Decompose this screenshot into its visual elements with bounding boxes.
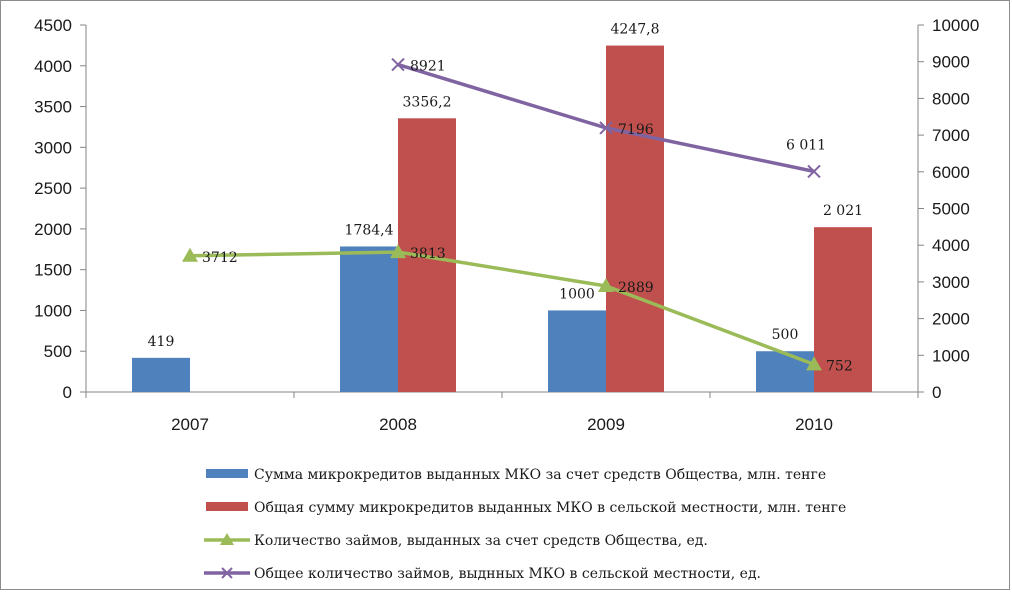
y-right-tick-label: 2000 (932, 310, 970, 329)
marker-triangle (806, 356, 822, 371)
x-tick-label: 2010 (795, 415, 833, 434)
line-series3 (189, 250, 815, 367)
data-label-series3: 2889 (618, 280, 654, 296)
data-label-series1: 1000 (559, 286, 595, 302)
bar-series1 (340, 246, 398, 392)
y-right-tick-label: 3000 (932, 273, 970, 292)
bar-series2 (606, 45, 664, 393)
y-right-tick-label: 4000 (932, 236, 970, 255)
x-tick-label: 2009 (587, 415, 625, 434)
y-right-tick-label: 8000 (932, 89, 970, 108)
legend-marker-triangle (220, 533, 234, 545)
data-label-series4: 8921 (410, 59, 446, 75)
legend: Сумма микрокредитов выданных МКО за счет… (204, 467, 846, 582)
data-labels: 419 1784,4 3356,2 1000 4247,8 500 2 021 3712 381… (148, 22, 863, 375)
y-right-tick-label: 9000 (932, 53, 970, 72)
y-left-tick-label: 4000 (34, 57, 72, 76)
bar-series1 (132, 357, 190, 392)
data-label-series2: 3356,2 (403, 94, 452, 110)
bar-series2 (814, 227, 872, 392)
data-label-series4: 6 011 (786, 137, 826, 153)
x-tick-label: 2007 (171, 415, 209, 434)
legend-swatch (206, 469, 248, 478)
x-tick-label: 2008 (379, 415, 417, 434)
y-right-tick-label: 0 (932, 383, 941, 402)
y-left-tick-label: 4500 (34, 16, 72, 35)
y-left-tick-label: 3500 (34, 98, 72, 117)
y-right-tick-label: 7000 (932, 126, 970, 145)
bar-series1 (756, 351, 814, 392)
y-right-tick-label: 10000 (932, 16, 979, 35)
y-right-tick-label: 6000 (932, 163, 970, 182)
legend-entry: Количество займов, выданных за счет сред… (254, 533, 708, 549)
legend-swatch (206, 502, 248, 511)
y-right-tick-label: 1000 (932, 346, 970, 365)
legend-entry: Сумма микрокредитов выданных МКО за счет… (254, 467, 826, 483)
data-label-series2: 4247,8 (611, 22, 660, 38)
marker-x (599, 121, 613, 135)
marker-triangle (182, 247, 198, 262)
y-left-tick-label: 3000 (34, 138, 72, 157)
data-label-series4: 7196 (618, 122, 654, 138)
marker-triangle (598, 277, 614, 292)
data-label-series3: 752 (826, 358, 853, 374)
marker-triangle (390, 244, 406, 259)
y-left-tick-label: 1500 (34, 261, 72, 280)
y-left-tick-label: 0 (63, 383, 72, 402)
marker-x (807, 164, 821, 179)
data-label-series1: 500 (772, 327, 799, 343)
data-label-series3: 3712 (202, 250, 238, 266)
data-label-series3: 3813 (410, 246, 446, 262)
data-label-series1: 1784,4 (345, 222, 394, 238)
legend-entry: Общая сумму микрокредитов выданных МКО в… (254, 500, 846, 516)
y-right-tick-label: 5000 (932, 200, 970, 219)
y-left-tick-label: 500 (44, 342, 72, 361)
data-label-series1: 419 (148, 334, 175, 350)
y-left-tick-label: 2000 (34, 220, 72, 239)
marker-x (391, 57, 405, 72)
y-left-tick-label: 2500 (34, 179, 72, 198)
y-left-tick-label: 1000 (34, 301, 72, 320)
data-label-series2: 2 021 (823, 203, 863, 219)
lines (182, 57, 822, 371)
legend-entry: Общее количество займов, выднных МКО в с… (254, 566, 761, 582)
bar-series1 (548, 310, 606, 392)
legend-marker-x (221, 567, 233, 579)
axes: 0 500 1000 1500 2000 2500 3000 3500 4000 4500 0 100… (34, 16, 979, 434)
